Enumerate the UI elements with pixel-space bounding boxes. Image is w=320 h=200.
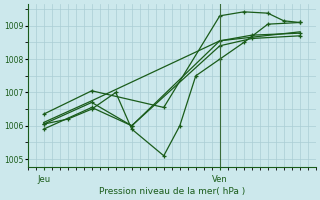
X-axis label: Pression niveau de la mer( hPa ): Pression niveau de la mer( hPa ) bbox=[99, 187, 245, 196]
